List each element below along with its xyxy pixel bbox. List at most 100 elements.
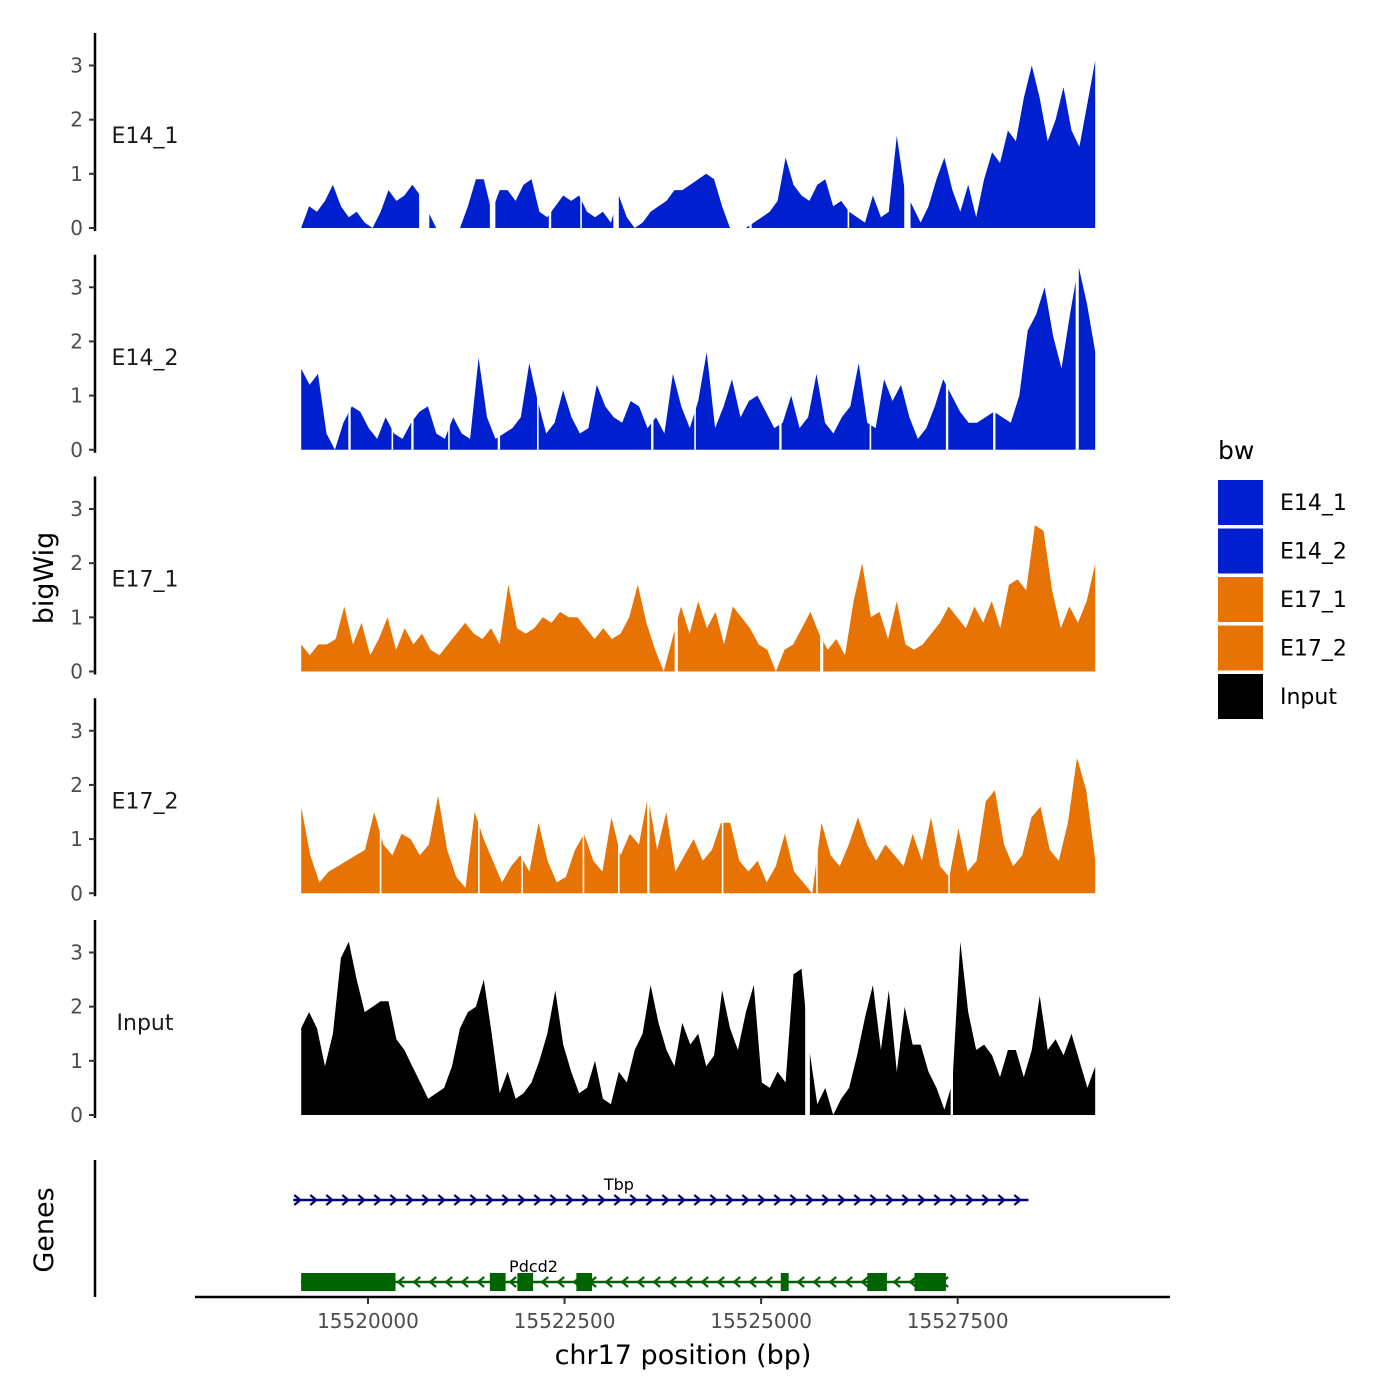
- strand-chevron: [709, 1194, 719, 1206]
- y-tick-label: 2: [70, 551, 83, 575]
- y-tick-label: 3: [70, 941, 83, 965]
- strand-chevron: [469, 1194, 479, 1206]
- strand-chevron: [341, 1194, 351, 1206]
- y-tick-label: 2: [70, 995, 83, 1019]
- strand-chevron: [661, 1194, 671, 1206]
- strand-chevron: [476, 1276, 485, 1288]
- strand-chevron: [357, 1194, 367, 1206]
- strand-chevron: [421, 1194, 431, 1206]
- strand-chevron: [812, 1276, 821, 1288]
- x-tick-label: 15525000: [710, 1309, 812, 1333]
- legend-swatch-E14_1: [1218, 480, 1263, 525]
- exon-block: [301, 1273, 396, 1291]
- x-tick-label: 15522500: [514, 1309, 616, 1333]
- strand-chevron: [645, 1194, 655, 1206]
- legend-swatch-E17_1: [1218, 577, 1263, 622]
- coverage-area-E17_1: [301, 525, 1096, 672]
- track-label: Input: [117, 1011, 174, 1036]
- y-tick-label: 2: [70, 773, 83, 797]
- y-tick-label: 1: [70, 1049, 83, 1073]
- strand-chevron: [428, 1276, 437, 1288]
- strand-chevron: [693, 1194, 703, 1206]
- strand-chevron: [700, 1276, 709, 1288]
- strand-chevron: [293, 1194, 303, 1206]
- strand-chevron: [565, 1194, 575, 1206]
- gene-Pdcd2: Pdcd2: [300, 1257, 949, 1291]
- strand-chevron: [485, 1194, 495, 1206]
- gene-label: Tbp: [603, 1175, 634, 1194]
- strand-chevron: [725, 1194, 735, 1206]
- y-tick-label: 2: [70, 329, 83, 353]
- genes-axis-title: Genes: [29, 1187, 60, 1272]
- strand-chevron: [837, 1194, 847, 1206]
- strand-chevron: [821, 1194, 831, 1206]
- strand-chevron: [844, 1276, 853, 1288]
- strand-chevron: [517, 1194, 527, 1206]
- strand-chevron: [444, 1276, 453, 1288]
- strand-chevron: [732, 1276, 741, 1288]
- gene-Tbp: Tbp: [293, 1175, 1029, 1206]
- strand-chevron: [949, 1194, 959, 1206]
- strand-chevron: [716, 1276, 725, 1288]
- strand-chevron: [860, 1276, 869, 1288]
- strand-chevron: [620, 1276, 629, 1288]
- y-tick-label: 3: [70, 719, 83, 743]
- strand-chevron: [805, 1194, 815, 1206]
- strand-chevron: [460, 1276, 469, 1288]
- y-tick-label: 3: [70, 275, 83, 299]
- strand-chevron: [373, 1194, 383, 1206]
- legend-label: E14_2: [1280, 540, 1347, 565]
- y-axis-title: bigWig: [29, 532, 60, 625]
- strand-chevron: [741, 1194, 751, 1206]
- strand-chevron: [533, 1194, 543, 1206]
- genes-layer: Tbp Pdcd2: [93, 1160, 1029, 1297]
- strand-chevron: [508, 1276, 517, 1288]
- strand-chevron: [629, 1194, 639, 1206]
- strand-chevron: [309, 1194, 319, 1206]
- strand-chevron: [869, 1194, 879, 1206]
- strand-chevron: [748, 1276, 757, 1288]
- strand-chevron: [773, 1194, 783, 1206]
- strand-chevron: [396, 1276, 405, 1288]
- exon-block: [517, 1273, 534, 1291]
- strand-chevron: [684, 1276, 693, 1288]
- y-tick-label: 1: [70, 384, 83, 408]
- track-E14_1: 0 1 2 3 E14_1: [70, 33, 1096, 240]
- coverage-area-E17_2: [301, 757, 1096, 894]
- coverage-area-E14_2: [301, 265, 1096, 450]
- strand-chevron: [933, 1194, 943, 1206]
- y-tick-label: 0: [70, 881, 83, 905]
- x-tick-label: 15520000: [317, 1309, 419, 1333]
- legend-label: Input: [1280, 685, 1337, 710]
- strand-chevron: [405, 1194, 415, 1206]
- strand-chevron: [549, 1194, 559, 1206]
- y-tick-label: 1: [70, 162, 83, 186]
- strand-chevron: [901, 1194, 911, 1206]
- strand-chevron: [981, 1194, 991, 1206]
- strand-chevron: [668, 1276, 677, 1288]
- strand-chevron: [677, 1194, 687, 1206]
- track-label: E14_2: [112, 346, 179, 371]
- strand-chevron: [796, 1276, 805, 1288]
- strand-chevron: [652, 1276, 661, 1288]
- strand-chevron: [412, 1276, 421, 1288]
- track-Input: 0 1 2 3 Input: [70, 920, 1096, 1127]
- exon-block: [489, 1273, 506, 1291]
- strand-chevron: [757, 1194, 767, 1206]
- strand-chevron: [597, 1194, 607, 1206]
- strand-chevron: [965, 1194, 975, 1206]
- strand-chevron: [501, 1194, 511, 1206]
- strand-chevron: [917, 1194, 927, 1206]
- x-axis-title: chr17 position (bp): [555, 1340, 812, 1371]
- gene-label: Pdcd2: [509, 1257, 558, 1276]
- strand-chevron: [604, 1276, 613, 1288]
- strand-chevron: [828, 1276, 837, 1288]
- coverage-area-E14_1: [301, 60, 1096, 228]
- y-tick-label: 0: [70, 1103, 83, 1127]
- y-tick-label: 3: [70, 497, 83, 521]
- track-label: E17_2: [112, 789, 179, 814]
- strand-chevron: [892, 1276, 901, 1288]
- coverage-area-Input: [301, 941, 1096, 1115]
- strand-chevron: [540, 1276, 549, 1288]
